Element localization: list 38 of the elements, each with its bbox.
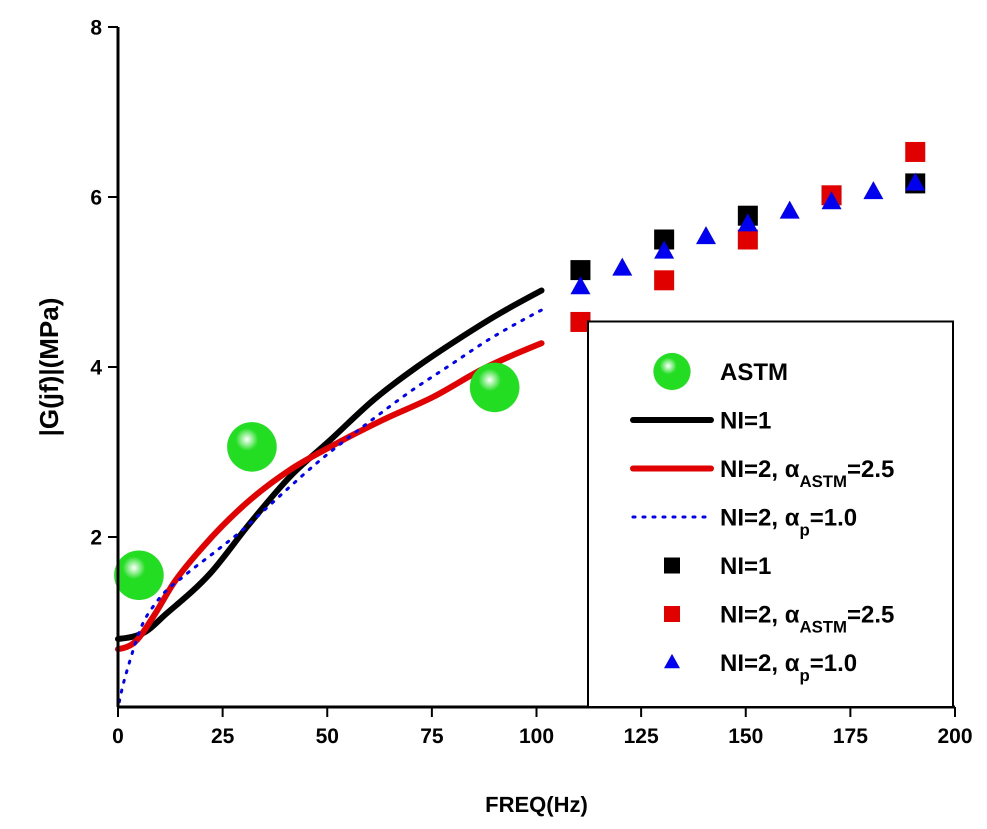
legend-label: NI=1 — [720, 407, 772, 434]
point — [570, 276, 590, 294]
point — [780, 200, 800, 219]
x-tick-label: 175 — [832, 725, 868, 748]
x-tick-label: 0 — [112, 725, 124, 748]
legend-label: NI=1 — [720, 552, 772, 580]
legend-label: NI=2, α$_{p}$=1.0 — [720, 650, 858, 684]
point — [905, 142, 926, 162]
point — [822, 191, 842, 210]
legend-label: NI=2, α$_{p}$=1.0 — [720, 504, 858, 539]
y-tick-label: 6 — [90, 186, 102, 210]
x-tick-label: 100 — [518, 725, 554, 748]
y-tick-label: 2 — [90, 526, 102, 550]
x-tick-label: 75 — [420, 725, 444, 748]
point — [470, 362, 520, 412]
point — [227, 422, 277, 472]
y-tick-label: 8 — [90, 16, 102, 40]
line-series — [118, 308, 544, 704]
point — [612, 258, 632, 276]
point — [738, 213, 758, 232]
y-tick-label: 4 — [90, 356, 102, 380]
y-axis-title: |G(jf)|(MPa) — [34, 298, 64, 436]
x-axis-title: FREQ(Hz) — [485, 792, 588, 817]
point — [654, 240, 674, 259]
point — [114, 550, 164, 600]
point — [738, 230, 758, 250]
x-tick-label: 50 — [316, 725, 339, 748]
point — [570, 260, 590, 280]
legend-label: NI=2, α$_{ASTM}$=2.5 — [720, 456, 894, 490]
point — [863, 181, 884, 200]
point — [654, 270, 674, 290]
point — [696, 226, 716, 244]
x-tick-label: 25 — [210, 725, 235, 748]
x-tick-label: 150 — [728, 725, 764, 748]
x-tick-label: 200 — [937, 725, 973, 748]
legend-label: ASTM — [720, 358, 788, 386]
x-tick-label: 125 — [624, 725, 659, 748]
legend-label: NI=2, α$_{ASTM}$=2.5 — [720, 601, 894, 636]
